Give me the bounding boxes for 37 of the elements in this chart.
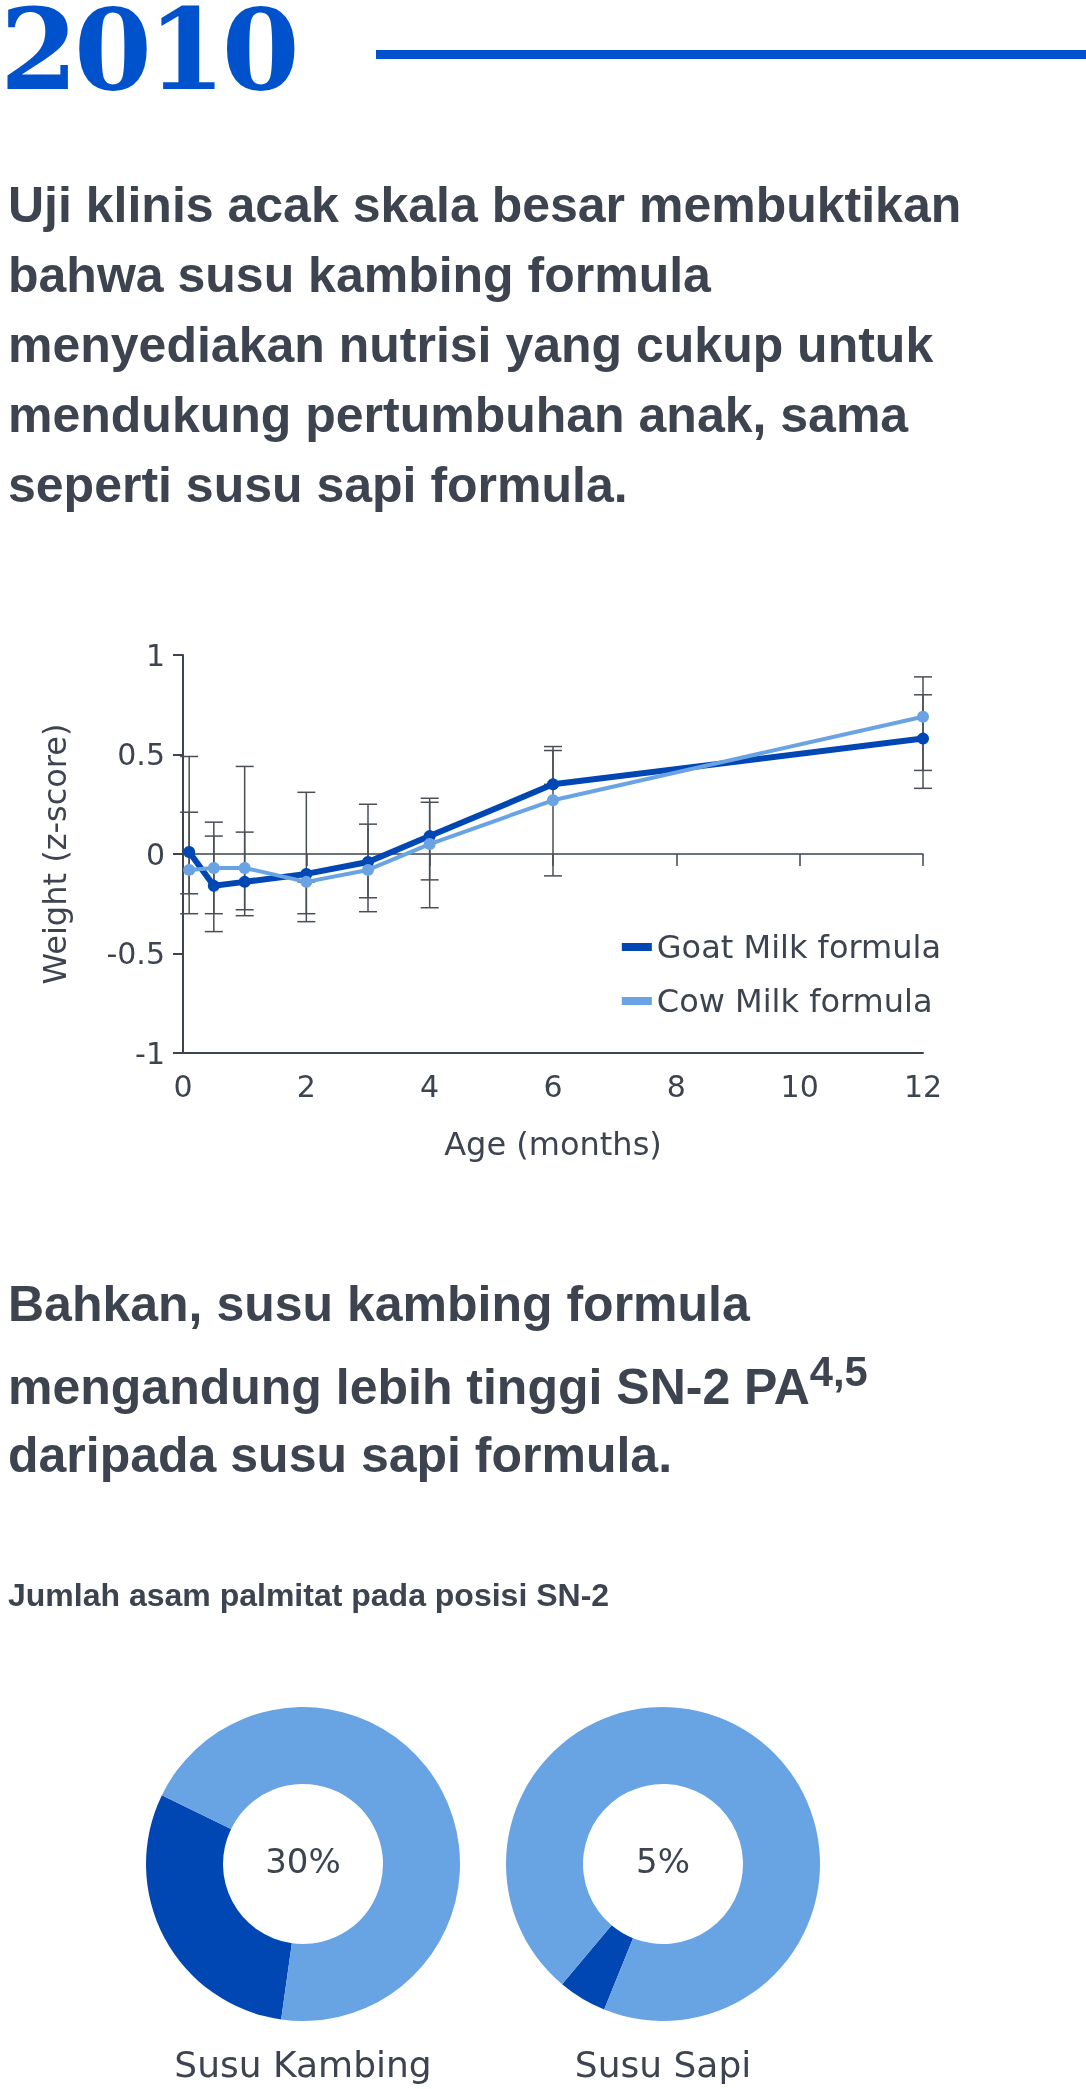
x-axis-title: Age (months) bbox=[444, 1125, 662, 1163]
point bbox=[917, 732, 929, 745]
point bbox=[917, 710, 929, 723]
text: 30% bbox=[265, 1841, 341, 1881]
x-tick-label: 2 bbox=[296, 1068, 316, 1104]
legend-label: Goat Milk formula bbox=[656, 928, 941, 966]
text: Jumlah asam palmitat pada posisi SN-2 bbox=[8, 1576, 610, 1615]
legend-label: Cow Milk formula bbox=[656, 982, 933, 1020]
point bbox=[547, 778, 559, 791]
point bbox=[207, 861, 220, 874]
chart-subtitle: Uji klinis acak skala besar membuktikan bahwa susu kambing formula menyediakan nutrisi yang cukup untuk mendukung pertumbuhan anak, sama seperti susu sapi formula. bbox=[8, 176, 963, 515]
x-tick-label: 12 bbox=[903, 1068, 943, 1104]
y-tick-label: 0 bbox=[145, 836, 165, 872]
y-tick-label: -1 bbox=[135, 1035, 165, 1071]
point bbox=[547, 794, 559, 807]
y-tick-label: 1 bbox=[145, 637, 165, 673]
x-tick-label: 0 bbox=[173, 1068, 193, 1104]
y-tick-label: 0.5 bbox=[117, 737, 165, 772]
y-axis-title: Weight (z-score) bbox=[36, 723, 74, 985]
chart-title: Bahkan, susu kambing formula mengandung lebih tinggi SN-2 PA$^{4,5}$ daripada susu sapi formula. bbox=[8, 1276, 868, 1483]
x-tick-label: 6 bbox=[543, 1068, 563, 1104]
point bbox=[238, 875, 251, 888]
x-tick-label: 4 bbox=[420, 1068, 440, 1104]
point bbox=[207, 879, 220, 892]
point bbox=[423, 838, 436, 851]
point bbox=[183, 846, 196, 859]
point bbox=[183, 863, 196, 876]
x-tick-label: 8 bbox=[666, 1068, 686, 1104]
point bbox=[238, 861, 251, 874]
text: 5% bbox=[636, 1841, 690, 1881]
x-tick-label: 10 bbox=[780, 1068, 819, 1104]
y-tick-label: -0.5 bbox=[106, 936, 165, 971]
text: Susu Sapi bbox=[574, 2043, 752, 2085]
chart-title: 2010 bbox=[0, 0, 296, 115]
text: Susu Kambing bbox=[174, 2043, 432, 2085]
point bbox=[362, 863, 374, 876]
point bbox=[300, 875, 313, 888]
